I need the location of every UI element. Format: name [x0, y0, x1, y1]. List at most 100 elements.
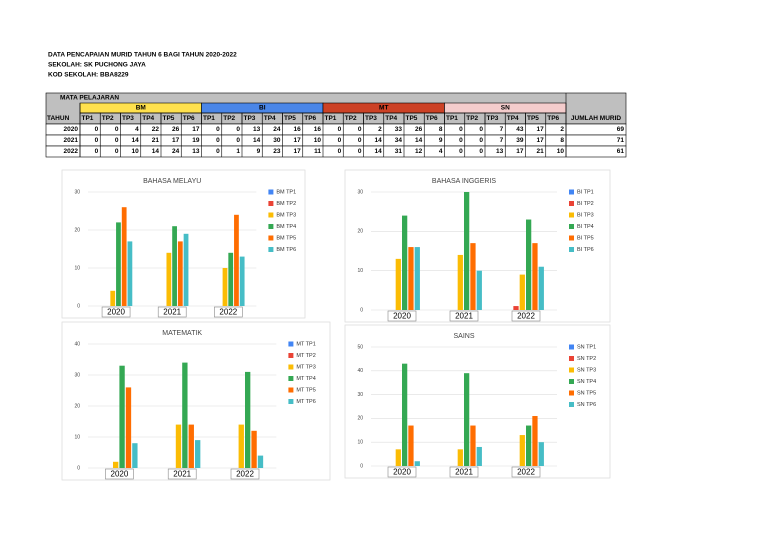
legend-label: BI TP1	[577, 189, 594, 195]
bar	[457, 254, 463, 310]
legend-label: MT TP6	[296, 399, 315, 405]
bar	[166, 252, 172, 306]
level-name: TP4	[385, 115, 397, 122]
cell-value: 0	[358, 137, 362, 144]
bar	[132, 443, 138, 468]
total: 61	[617, 148, 625, 155]
legend-label: MT TP4	[296, 376, 315, 382]
chart-title: BAHASA INGGERIS	[432, 178, 497, 185]
legend-label: BI TP2	[577, 201, 594, 207]
total: 69	[617, 126, 625, 133]
cell-value: 0	[338, 148, 342, 155]
legend-label: SN TP3	[577, 367, 596, 373]
year: 2021	[64, 137, 79, 144]
x-tick-label: 2021	[163, 308, 181, 317]
chart-title: MATEMATIK	[162, 330, 202, 337]
level-name: TP1	[203, 115, 215, 122]
cell-value: 10	[314, 137, 322, 144]
level-name: TP5	[406, 115, 418, 122]
cell-value: 0	[479, 137, 483, 144]
cell-value: 39	[516, 137, 524, 144]
x-tick-label: 2021	[173, 470, 191, 479]
y-tick-label: 10	[74, 265, 80, 271]
legend-swatch	[569, 189, 574, 195]
legend-swatch	[569, 402, 574, 407]
bar	[183, 233, 189, 306]
level-name: TP1	[82, 115, 94, 122]
bar	[402, 215, 408, 310]
y-tick-label: 0	[360, 463, 363, 469]
bar	[538, 266, 544, 310]
x-tick-label: 2022	[517, 468, 535, 477]
cell-value: 13	[192, 148, 200, 155]
cell-value: 0	[358, 126, 362, 133]
category-box	[214, 306, 243, 318]
cell-value: 26	[415, 126, 423, 133]
level-name: TP2	[466, 115, 478, 122]
level-name: TP2	[345, 115, 357, 122]
bar	[222, 268, 228, 306]
legend-swatch	[288, 353, 294, 358]
bar	[177, 241, 183, 306]
legend-swatch	[569, 390, 574, 396]
doc-title: DATA PENCAPAIAN MURID TAHUN 6 BAGI TAHUN…	[48, 52, 237, 59]
level-name: TP6	[426, 115, 438, 122]
category-box	[387, 466, 417, 478]
legend-swatch	[288, 376, 294, 381]
cell-value: 0	[115, 126, 119, 133]
bar	[119, 365, 125, 468]
cell-value: 2	[378, 126, 382, 133]
y-tick-label: 30	[74, 189, 80, 195]
cell-value: 7	[500, 137, 504, 144]
y-tick-label: 40	[357, 368, 363, 374]
cell-value: 8	[439, 126, 443, 133]
bar	[395, 258, 401, 310]
legend-swatch	[268, 212, 274, 218]
cell-value: 17	[516, 148, 524, 155]
level-name: TP1	[446, 115, 458, 122]
total: 71	[617, 137, 625, 144]
cell-value: 17	[294, 148, 302, 155]
cell-value: 4	[439, 148, 443, 155]
cell-value: 13	[253, 126, 261, 133]
year-header: TAHUN	[47, 115, 70, 122]
legend-swatch	[569, 344, 574, 350]
cell-value: 13	[496, 148, 504, 155]
y-tick-label: 30	[357, 189, 363, 195]
x-tick-label: 2021	[455, 312, 473, 321]
cell-value: 11	[314, 148, 321, 155]
bar	[395, 449, 401, 466]
bar	[476, 270, 482, 310]
cell-value: 23	[273, 148, 281, 155]
school: SEKOLAH: SK PUCHONG JAYA	[48, 62, 146, 69]
category-box	[101, 306, 131, 318]
cell-value: 0	[338, 137, 342, 144]
row	[45, 145, 627, 158]
cell-value: 17	[537, 137, 545, 144]
bar	[519, 435, 525, 466]
bar	[532, 243, 538, 310]
cell-value: 14	[375, 148, 383, 155]
bar	[127, 241, 133, 306]
cell-value: 0	[479, 148, 483, 155]
category-box	[449, 466, 479, 478]
legend-label: BM TP5	[276, 235, 296, 241]
school-code: KOD SEKOLAH: BBA8229	[48, 72, 129, 79]
cell-value: 21	[152, 137, 160, 144]
cell-value: 31	[395, 148, 403, 155]
legend-swatch	[268, 247, 274, 252]
legend-label: BM TP1	[276, 189, 296, 195]
y-tick-label: 10	[357, 440, 363, 446]
cell-value: 0	[115, 137, 119, 144]
cell-value: 14	[132, 137, 140, 144]
cell-value: 4	[135, 126, 139, 133]
bar	[513, 306, 519, 310]
chart-frame	[61, 169, 306, 319]
y-tick-label: 10	[74, 434, 80, 440]
category-box	[230, 468, 260, 480]
cell-value: 19	[192, 137, 200, 144]
legend-label: MT TP3	[296, 364, 315, 370]
cell-value: 0	[459, 148, 463, 155]
legend-swatch	[569, 367, 574, 373]
